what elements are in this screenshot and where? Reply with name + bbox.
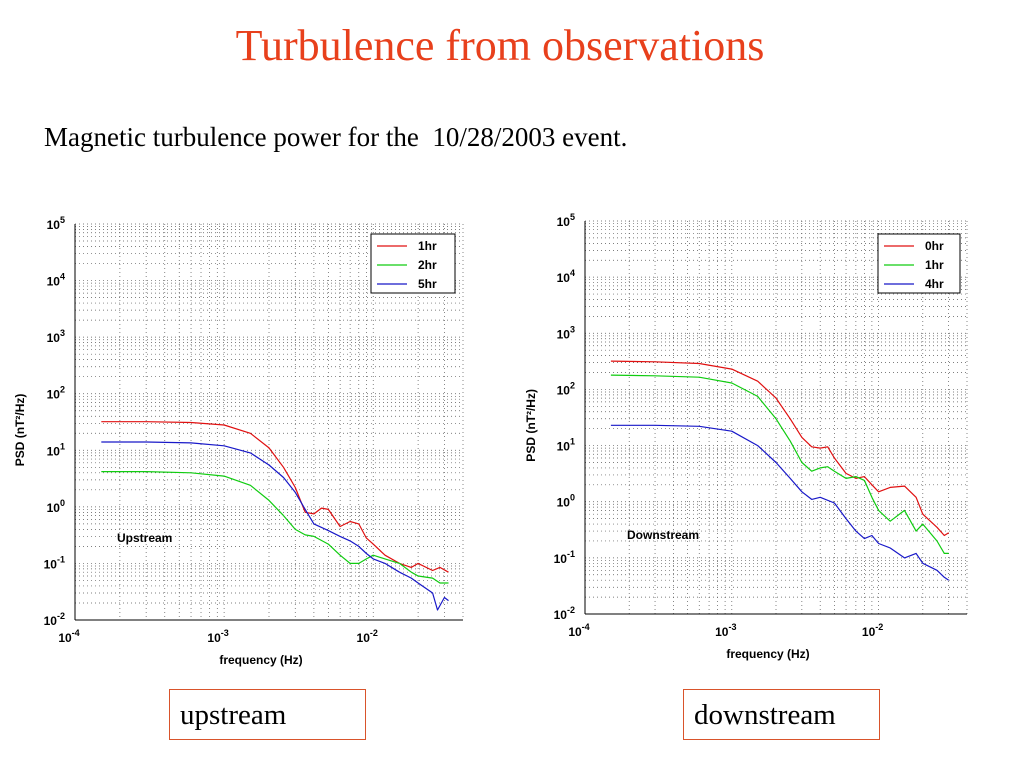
y-tick-label: 104 — [47, 272, 65, 289]
y-tick-label: 103 — [47, 328, 65, 345]
x-tick-label: 10-3 — [207, 628, 228, 645]
slide-subtitle: Magnetic turbulence power for the 10/28/… — [44, 122, 628, 152]
legend: 0hr 1hr 4hr — [877, 233, 961, 294]
x-tick-label: 10-3 — [715, 622, 736, 639]
y-tick-label: 100 — [47, 498, 65, 515]
legend-box — [370, 233, 456, 294]
y-tick-label: 10-1 — [554, 549, 575, 566]
y-tick-label: 105 — [47, 215, 65, 232]
series-line-1hr — [610, 374, 949, 555]
y-tick-label: 105 — [557, 212, 575, 229]
legend-label: 0hr — [925, 239, 944, 253]
legend-label: 5hr — [418, 277, 437, 291]
y-tick-label: 102 — [557, 380, 575, 397]
legend-box — [877, 233, 961, 294]
y-tick-label: 102 — [47, 385, 65, 402]
y-tick-label: 104 — [557, 268, 575, 285]
y-tick-label: 10-2 — [44, 611, 65, 628]
y-tick-label: 10-2 — [554, 605, 575, 622]
slide-title: Turbulence from observations — [235, 21, 765, 70]
y-tick-label: 103 — [557, 324, 575, 341]
series-line-5hr — [101, 441, 449, 611]
legend-label: 1hr — [925, 258, 944, 272]
legend-label: 4hr — [925, 277, 944, 291]
y-axis-label: PSD (nT²/Hz) — [524, 389, 538, 462]
series-line-0hr — [610, 360, 950, 537]
y-tick-label: 101 — [557, 437, 575, 454]
y-tick-label: 101 — [47, 441, 65, 458]
y-tick-label: 100 — [557, 493, 575, 510]
x-axis-label: frequency (Hz) — [219, 653, 302, 667]
legend: 1hr 2hr 5hr — [370, 233, 456, 294]
x-tick-label: 10-4 — [58, 628, 79, 645]
x-tick-label: 10-2 — [862, 622, 883, 639]
series-line-1hr — [101, 421, 449, 573]
panel-annotation: Downstream — [627, 528, 699, 542]
downstream-caption: downstream — [683, 689, 880, 740]
series-line-2hr — [101, 471, 449, 584]
upstream-caption: upstream — [169, 689, 366, 740]
panel-annotation: Upstream — [117, 531, 172, 545]
x-axis-label: frequency (Hz) — [726, 647, 809, 661]
series-line-4hr — [610, 424, 950, 581]
y-axis-label: PSD (nT²/Hz) — [13, 394, 27, 467]
legend-label: 1hr — [418, 239, 437, 253]
legend-label: 2hr — [418, 258, 437, 272]
y-tick-label: 10-1 — [44, 554, 65, 571]
x-tick-label: 10-2 — [357, 628, 378, 645]
x-tick-label: 10-4 — [568, 622, 589, 639]
